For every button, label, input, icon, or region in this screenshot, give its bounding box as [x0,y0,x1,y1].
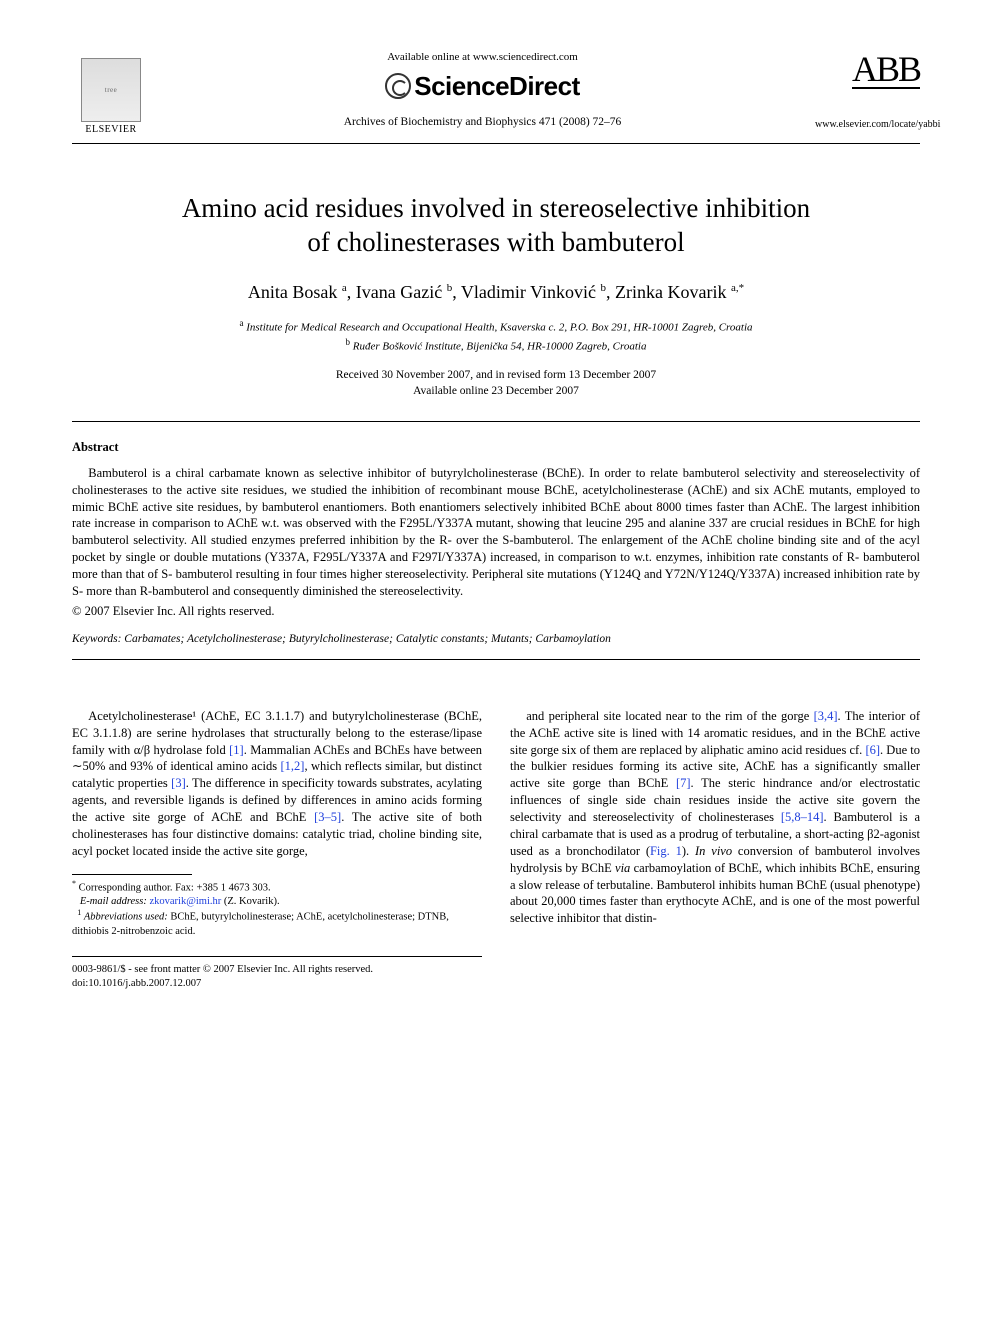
journal-logo-block: ABB www.elsevier.com/locate/yabbi [815,45,920,130]
abb-logo: ABB [852,51,920,89]
abstract-copyright: © 2007 Elsevier Inc. All rights reserved… [72,604,920,619]
keywords-line: Keywords: Carbamates; Acetylcholinestera… [72,633,920,645]
keywords-text: Carbamates; Acetylcholinesterase; Butyry… [124,633,611,645]
author-list: Anita Bosak a, Ivana Gazić b, Vladimir V… [72,282,920,303]
journal-url[interactable]: www.elsevier.com/locate/yabbi [815,119,920,130]
corresponding-author-note: * Corresponding author. Fax: +385 1 4673… [72,879,482,895]
abstract-heading: Abstract [72,440,920,455]
abbrev-label: Abbreviations used: [84,912,168,923]
elsevier-label: ELSEVIER [85,124,136,135]
body-paragraph-2: and peripheral site located near to the … [510,708,920,927]
email-link[interactable]: zkovarik@imi.hr [149,896,221,907]
elsevier-tree-icon: tree [81,58,141,122]
title-line-1: Amino acid residues involved in stereose… [182,193,810,223]
sciencedirect-swirl-icon [385,73,411,99]
affiliation-a: Institute for Medical Research and Occup… [246,321,752,333]
email-line: E-mail address: zkovarik@imi.hr (Z. Kova… [72,895,482,909]
corresponding-text: Corresponding author. Fax: +385 1 4673 3… [79,882,271,893]
abbreviations-note: 1 Abbreviations used: BChE, butyrylcholi… [72,908,482,938]
email-label: E-mail address: [80,896,147,907]
journal-citation: Archives of Biochemistry and Biophysics … [150,116,815,128]
footnote-rule [72,874,192,875]
article-title: Amino acid residues involved in stereose… [72,192,920,260]
body-paragraph-1: Acetylcholinesterase¹ (AChE, EC 3.1.1.7)… [72,708,482,860]
page-footer: 0003-9861/$ - see front matter © 2007 El… [72,963,482,990]
abstract-bottom-rule [72,659,920,660]
affiliation-b: Ruđer Bošković Institute, Bijenička 54, … [353,340,647,352]
footer-rule [72,956,482,957]
elsevier-logo: tree ELSEVIER [72,45,150,135]
sciencedirect-logo: ScienceDirect [150,71,815,102]
received-date: Received 30 November 2007, and in revise… [336,369,656,381]
header-center: Available online at www.sciencedirect.co… [150,45,815,128]
available-online-text: Available online at www.sciencedirect.co… [150,51,815,63]
affiliations: a Institute for Medical Research and Occ… [72,317,920,355]
footnotes: * Corresponding author. Fax: +385 1 4673… [72,879,482,939]
online-date: Available online 23 December 2007 [413,385,579,397]
article-dates: Received 30 November 2007, and in revise… [72,367,920,399]
footer-doi: doi:10.1016/j.abb.2007.12.007 [72,977,482,991]
page-header: tree ELSEVIER Available online at www.sc… [72,45,920,135]
footer-front-matter: 0003-9861/$ - see front matter © 2007 El… [72,963,482,977]
abstract-body: Bambuterol is a chiral carbamate known a… [72,465,920,600]
email-tail: (Z. Kovarik). [224,896,280,907]
keywords-label: Keywords: [72,633,121,645]
header-rule [72,143,920,144]
title-line-2: of cholinesterases with bambuterol [307,227,684,257]
sciencedirect-text: ScienceDirect [414,71,579,101]
article-body: Acetylcholinesterase¹ (AChE, EC 3.1.1.7)… [72,708,920,991]
abstract-top-rule [72,421,920,422]
